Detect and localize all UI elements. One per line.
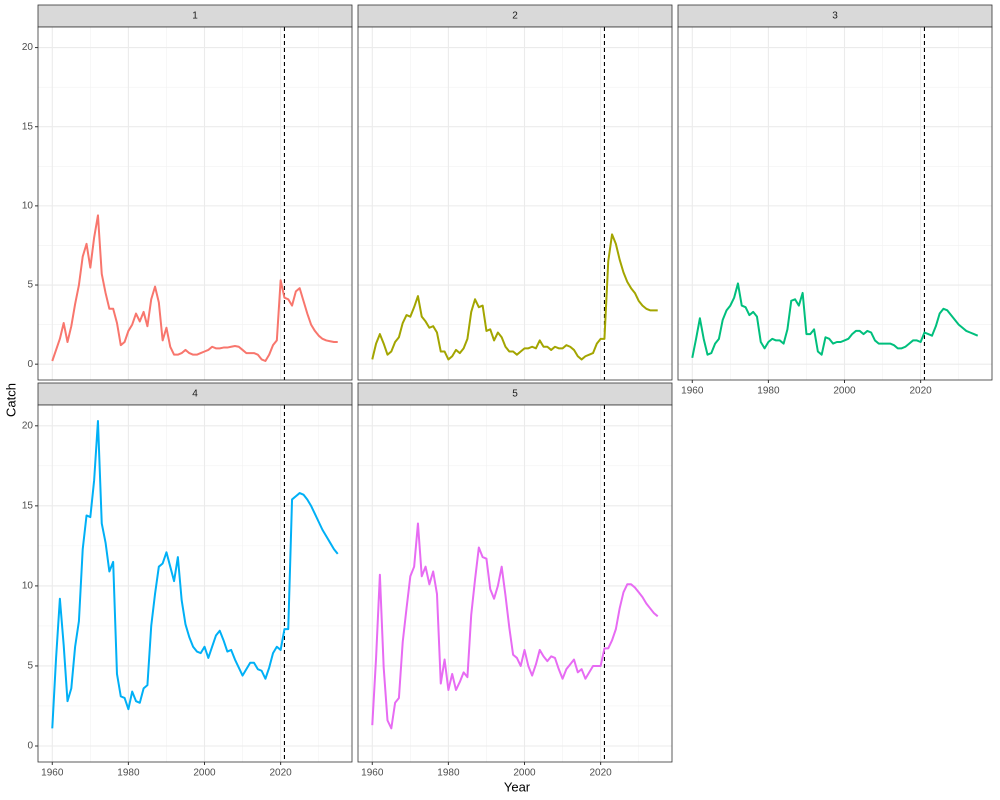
panel-border (677, 26, 993, 381)
series-line (51, 214, 338, 362)
series-line (51, 420, 339, 729)
y-axis-label: Catch (3, 383, 18, 417)
y-tick-label: 10 (22, 581, 34, 592)
x-tick-label: 1960 (41, 768, 64, 779)
y-tick-label: 0 (27, 359, 33, 370)
x-tick-label: 1960 (361, 768, 384, 779)
series-line (691, 282, 979, 359)
x-tick-label: 2020 (270, 768, 293, 779)
x-tick-label: 1980 (757, 386, 780, 397)
x-tick-label: 1980 (117, 768, 140, 779)
series-line (371, 233, 658, 361)
y-tick-label: 15 (22, 121, 34, 132)
panel-border (37, 26, 353, 381)
y-tick-label: 20 (22, 420, 34, 431)
panel (38, 405, 352, 762)
panel-border (37, 404, 353, 763)
x-tick-label: 2000 (193, 768, 216, 779)
y-tick-label: 0 (27, 741, 33, 752)
panel-border (357, 26, 673, 381)
x-tick-label: 2020 (590, 768, 613, 779)
series-line (371, 522, 659, 730)
strip-label: 2 (512, 11, 518, 22)
y-tick-label: 10 (22, 201, 34, 212)
x-tick-label: 2020 (910, 386, 933, 397)
panel (358, 405, 672, 762)
panel (678, 27, 992, 380)
panel (358, 27, 672, 380)
strip-label: 4 (192, 389, 198, 400)
y-tick-label: 15 (22, 500, 34, 511)
strip-label: 5 (512, 389, 518, 400)
strip-label: 1 (192, 11, 198, 22)
x-tick-label: 1980 (437, 768, 460, 779)
x-tick-label: 2000 (833, 386, 856, 397)
x-tick-label: 2000 (513, 768, 536, 779)
y-tick-label: 5 (27, 661, 33, 672)
x-tick-label: 1960 (681, 386, 704, 397)
y-tick-label: 5 (27, 280, 33, 291)
y-tick-label: 20 (22, 42, 34, 53)
panel (38, 27, 352, 380)
strip-label: 3 (832, 11, 838, 22)
panel-border (357, 404, 673, 763)
x-axis-label: Year (504, 779, 531, 794)
